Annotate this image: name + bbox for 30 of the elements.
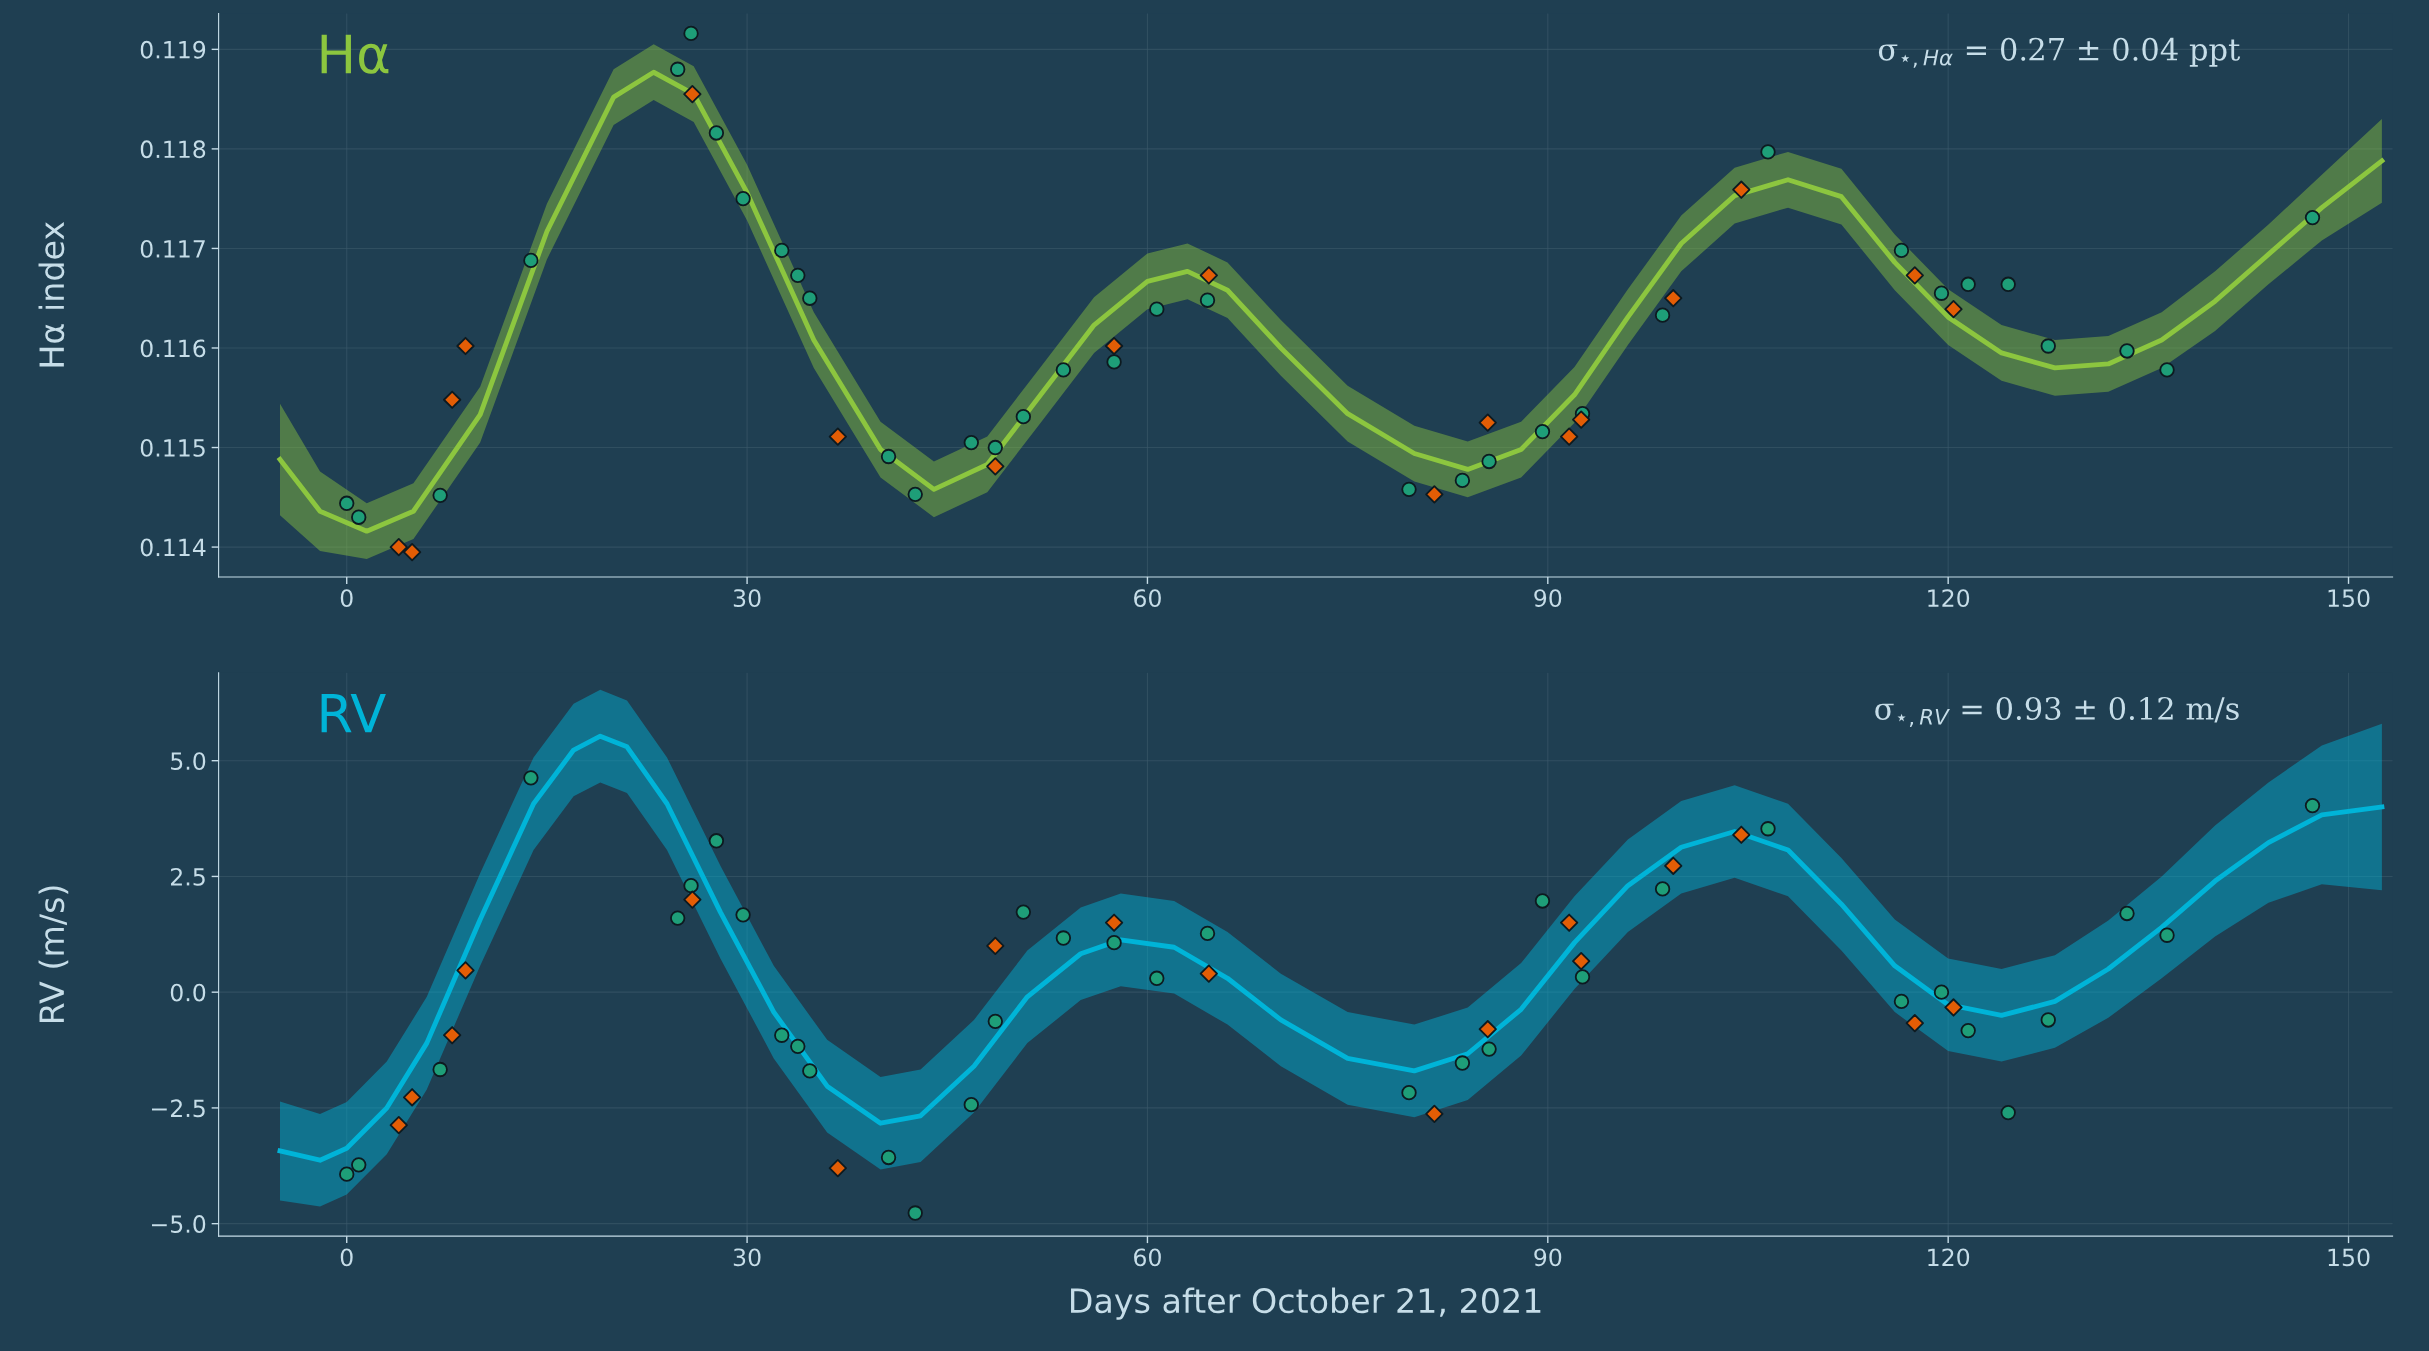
x-tick-label: 120 (1928, 1248, 1970, 1267)
x-tick-label: 60 (1134, 1248, 1161, 1267)
y-axis-title: RV (m/s) (38, 886, 69, 1023)
y-tick-label: 0.119 (140, 40, 206, 59)
x-tick-label: 0 (340, 1248, 353, 1267)
y-tick-label: 2.5 (170, 867, 205, 886)
x-tick-label: 150 (2328, 589, 2370, 608)
x-tick-label: 30 (733, 589, 761, 608)
y-tick-label: −5.0 (151, 1215, 206, 1233)
annotation: RV (321, 693, 386, 733)
x-tick-label: 0 (340, 589, 353, 608)
y-tick-label: 0.0 (170, 983, 206, 1002)
y-tick-label: 5.0 (171, 752, 206, 770)
y-tick-label: 0.114 (140, 538, 206, 557)
x-tick-label: 120 (1928, 589, 1970, 608)
x-tick-label: 90 (1534, 589, 1562, 608)
annotation: Hα (321, 34, 389, 74)
y-tick-label: −2.5 (151, 1099, 205, 1118)
y-axis-title: Hα index (38, 221, 65, 367)
x-tick-label: 90 (1534, 1248, 1562, 1267)
y-tick-label: 0.116 (140, 339, 206, 358)
y-tick-label: 0.118 (140, 140, 206, 159)
y-tick-label: 0.117 (140, 239, 205, 258)
x-tick-label: 150 (2328, 1248, 2370, 1267)
y-tick-label: 0.115 (140, 438, 205, 457)
x-tick-label: 30 (733, 1248, 761, 1267)
annotation: σ$_{⋆,Hα}$ = 0.27 ± 0.04 ppt (1878, 37, 2241, 68)
x-axis-title: Days after October 21, 2021 (1071, 1287, 1541, 1320)
x-tick-label: 60 (1134, 589, 1161, 608)
annotation: σ$_{⋆,RV}$ = 0.93 ± 0.12 m/s (1875, 696, 2239, 728)
